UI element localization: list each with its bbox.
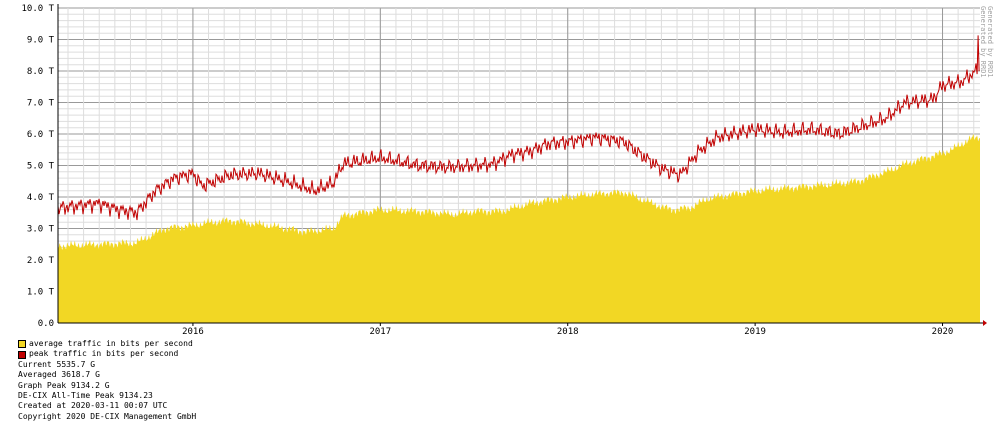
- average-traffic-fill: [58, 134, 980, 323]
- all-time-peak-value: DE-CIX All-Time Peak 9134.23: [18, 391, 153, 401]
- legend-label-average: average traffic in bits per second: [29, 339, 193, 348]
- chart-axes: [57, 4, 987, 326]
- x-tick-label: 2016: [182, 327, 204, 337]
- y-tick-label: 7.0 T: [27, 99, 55, 109]
- x-axis-arrow: [983, 320, 987, 326]
- legend-label-peak: peak traffic in bits per second: [29, 349, 179, 359]
- chart-legend: average traffic in bits per second peak …: [18, 339, 196, 422]
- y-tick-label: 6.0 T: [27, 130, 55, 140]
- x-tick-label: 2017: [369, 327, 391, 337]
- peak-traffic-path: [57, 35, 980, 221]
- y-tick-label: 10.0 T: [21, 4, 54, 14]
- y-tick-label: 3.0 T: [27, 225, 55, 235]
- rrd-watermark: Generated by RRD1 Generated by RRD1: [979, 6, 994, 78]
- y-tick-label: 0.0: [38, 319, 54, 329]
- watermark-line-1: Generated by RRD1: [986, 6, 994, 78]
- watermark-line-2: Generated by RRD1: [979, 6, 987, 78]
- x-axis-ticks: 2016 2017 2018 2019 2020: [182, 323, 953, 337]
- legend-item-average: average traffic in bits per second: [18, 339, 196, 349]
- x-tick-label: 2019: [744, 327, 766, 337]
- traffic-chart: 0.0 1.0 T 2.0 T 3.0 T 4.0 T 5.0 T 6.0 T 7.0 T 8.…: [21, 4, 994, 337]
- averaged-value: Averaged 3618.7 G: [18, 370, 100, 380]
- legend-swatch-average: [18, 340, 26, 349]
- x-tick-label: 2018: [557, 327, 579, 337]
- y-tick-label: 2.0 T: [27, 256, 55, 266]
- y-tick-label: 9.0 T: [27, 36, 55, 46]
- peak-traffic-line: [57, 35, 980, 221]
- graph-peak-value: Graph Peak 9134.2 G: [18, 380, 110, 390]
- created-timestamp: Created at 2020-03-11 00:07 UTC: [18, 401, 168, 411]
- current-value: Current 5535.7 G: [18, 359, 96, 369]
- y-axis-ticks: 0.0 1.0 T 2.0 T 3.0 T 4.0 T 5.0 T 6.0 T 7.0 T 8.…: [21, 4, 54, 329]
- x-tick-label: 2020: [932, 327, 954, 337]
- copyright-text: Copyright 2020 DE-CIX Management GmbH: [18, 411, 197, 421]
- legend-item-peak: peak traffic in bits per second: [18, 349, 196, 359]
- average-traffic-area: [58, 134, 980, 323]
- y-tick-label: 1.0 T: [27, 288, 55, 298]
- y-tick-label: 4.0 T: [27, 193, 55, 203]
- legend-swatch-peak: [18, 350, 26, 359]
- y-tick-label: 8.0 T: [27, 67, 55, 77]
- y-tick-label: 5.0 T: [27, 162, 55, 172]
